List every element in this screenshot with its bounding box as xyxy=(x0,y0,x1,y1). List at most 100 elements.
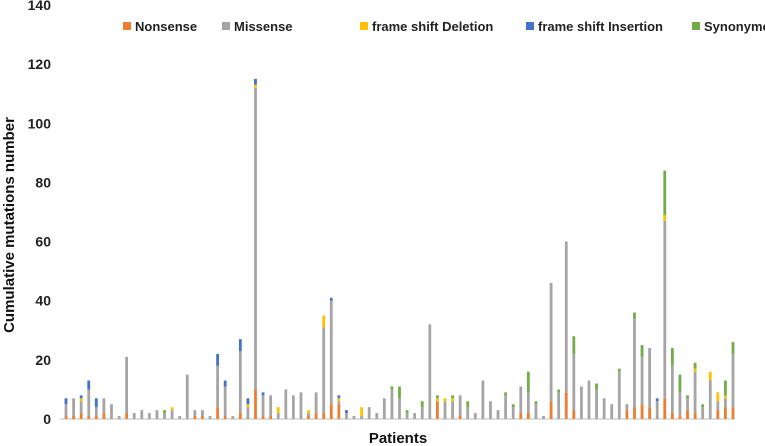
bar-segment xyxy=(178,416,182,419)
bar-segment xyxy=(511,404,515,408)
bar-segment xyxy=(557,389,561,393)
bar-segment xyxy=(564,241,568,393)
bar-segment xyxy=(617,371,621,419)
bar-segment xyxy=(693,368,697,372)
bar-segment xyxy=(708,371,712,381)
bar-segment xyxy=(420,407,424,419)
bar-segment xyxy=(382,398,386,419)
bar-segment xyxy=(163,413,166,419)
bar-segment xyxy=(254,87,257,390)
bar-segment xyxy=(147,413,151,419)
bar-segment xyxy=(94,398,98,408)
y-tick-label: 80 xyxy=(35,174,51,190)
bar-segment xyxy=(254,78,257,85)
y-tick-label: 60 xyxy=(35,234,51,250)
bar-segment xyxy=(678,392,682,417)
bar-segment xyxy=(617,368,621,372)
bar-segment xyxy=(678,416,682,419)
legend-swatch xyxy=(123,22,131,30)
bar-segment xyxy=(360,407,363,417)
bar-segment xyxy=(132,413,136,419)
bar-segment xyxy=(261,416,265,419)
bar-segment xyxy=(375,413,379,419)
bar-segment xyxy=(367,407,371,419)
bar-segment xyxy=(542,416,545,419)
y-axis-label: Cumulative mutations number xyxy=(1,117,18,333)
bar-segment xyxy=(701,407,705,419)
bar-segment xyxy=(686,395,689,399)
bar-segment xyxy=(678,374,682,393)
bar-segment xyxy=(655,401,659,419)
bar-segment xyxy=(345,410,348,414)
bar-segment xyxy=(329,297,333,301)
bar-segment xyxy=(398,386,401,399)
y-tick-label: 120 xyxy=(28,56,52,72)
bar-segment xyxy=(125,413,129,419)
bar-segment xyxy=(663,398,667,419)
bar-segment xyxy=(307,413,310,417)
bar-segment xyxy=(307,410,310,414)
bar-segment xyxy=(291,395,295,419)
legend-swatch xyxy=(360,22,368,30)
legend-label: Nonsense xyxy=(135,19,197,34)
bar-segment xyxy=(557,392,561,419)
bar-segment xyxy=(155,410,159,419)
legend: Nonsense Missense frame shift Deletion fram… xyxy=(123,19,765,34)
bar-segment xyxy=(390,386,394,390)
bar-segment xyxy=(345,413,348,419)
bar-segment xyxy=(436,395,439,399)
y-tick-label: 0 xyxy=(43,411,51,427)
bar-segment xyxy=(352,416,356,419)
bar-segment xyxy=(633,318,636,408)
bar-segment xyxy=(625,410,629,419)
bar-segment xyxy=(504,392,508,396)
bar-segment xyxy=(246,398,250,405)
bar-segment xyxy=(496,410,500,419)
bar-segment xyxy=(72,398,75,417)
legend-swatch xyxy=(222,22,230,30)
bar-segment xyxy=(238,413,242,419)
bar-segment xyxy=(420,401,424,408)
bar-segment xyxy=(94,407,98,417)
bar-segment xyxy=(322,315,326,328)
bar-segment xyxy=(633,312,636,319)
legend-swatch xyxy=(692,22,700,30)
bar-segment xyxy=(72,416,75,419)
bar-segment xyxy=(163,410,166,414)
bar-segment xyxy=(185,374,189,419)
bar-segment xyxy=(686,398,689,411)
bar-segment xyxy=(511,407,515,419)
bar-segment xyxy=(140,410,144,419)
bar-segment xyxy=(102,413,106,419)
bar-segment xyxy=(117,416,121,419)
bar-segment xyxy=(307,416,310,419)
bar-segment xyxy=(405,413,409,419)
bar-segment xyxy=(580,386,583,419)
bar-segment xyxy=(549,282,553,402)
bar-segment xyxy=(549,401,553,419)
bar-segment xyxy=(572,410,576,419)
bar-segment xyxy=(451,395,454,399)
bar-segment xyxy=(716,410,720,419)
bar-segment xyxy=(716,401,720,411)
bar-segment xyxy=(276,407,280,414)
bar-segment xyxy=(269,416,273,419)
x-axis-label: Patients xyxy=(369,430,427,446)
bar-segment xyxy=(284,389,288,419)
bar-segment xyxy=(216,353,219,366)
bar-segment xyxy=(648,407,652,419)
bar-segment xyxy=(238,339,242,351)
bar-segment xyxy=(322,327,326,414)
bar-segment xyxy=(640,404,644,419)
y-tick-label: 20 xyxy=(35,352,51,368)
bar-segment xyxy=(466,401,470,408)
bar-segment xyxy=(526,371,530,393)
bar-segment xyxy=(670,365,674,414)
bar-segment xyxy=(466,407,470,419)
bar-segment xyxy=(314,392,318,414)
y-tick-label: 100 xyxy=(28,115,52,131)
bar-segment xyxy=(458,395,462,417)
bar-segment xyxy=(458,416,462,419)
bar-segment xyxy=(102,398,106,414)
bar-segment xyxy=(231,416,235,419)
